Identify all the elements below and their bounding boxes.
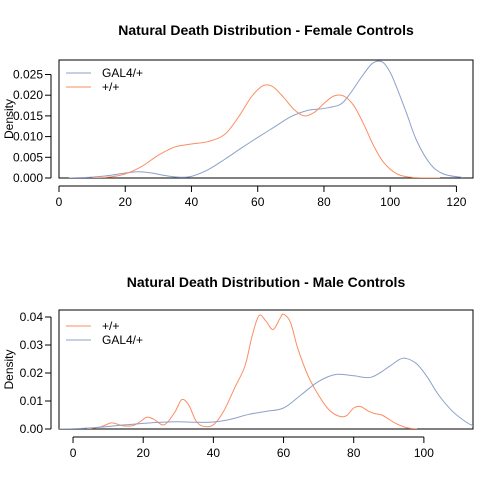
y-tick-label: 0.015 [13,109,43,123]
y-tick-label: 0.00 [20,422,44,436]
x-tick-label: 100 [380,195,400,209]
x-tick-label: 40 [185,195,199,209]
x-tick-label: 60 [251,195,265,209]
x-tick-label: 0 [70,446,77,460]
y-tick-label: 0.03 [20,338,44,352]
y-tick-label: 0.000 [13,171,43,185]
legend-label: GAL4/+ [102,66,143,80]
y-tick-label: 0.020 [13,88,43,102]
chart-title: Natural Death Distribution - Female Cont… [118,22,414,38]
x-tick-label: 100 [414,446,434,460]
female-controls-chart: Natural Death Distribution - Female Cont… [2,22,474,209]
male-controls-chart: Natural Death Distribution - Male Contro… [2,274,474,460]
legend: +/+GAL4/+ [66,319,143,347]
x-tick-label: 20 [119,195,133,209]
chart-title: Natural Death Distribution - Male Contro… [127,274,406,290]
x-tick-label: 40 [207,446,221,460]
legend: GAL4/++/+ [66,66,143,94]
series-line-1 [86,313,417,429]
x-tick-label: 20 [137,446,151,460]
y-tick-label: 0.005 [13,150,43,164]
y-tick-label: 0.025 [13,67,43,81]
x-tick-label: 80 [317,195,331,209]
y-axis-label: Density [2,99,16,139]
y-tick-label: 0.010 [13,130,43,144]
y-tick-label: 0.02 [20,366,44,380]
plot-frame [58,309,474,430]
x-tick-label: 0 [56,195,63,209]
y-tick-label: 0.04 [20,310,44,324]
y-axis-label: Density [2,349,16,389]
series-line-2 [59,357,473,429]
legend-label: +/+ [102,319,119,333]
series-line-2 [92,84,440,178]
x-tick-label: 60 [277,446,291,460]
x-tick-label: 120 [446,195,466,209]
legend-label: GAL4/+ [102,333,143,347]
plot-frame [58,59,474,179]
y-tick-label: 0.01 [20,394,44,408]
legend-label: +/+ [102,80,119,94]
x-tick-label: 80 [347,446,361,460]
